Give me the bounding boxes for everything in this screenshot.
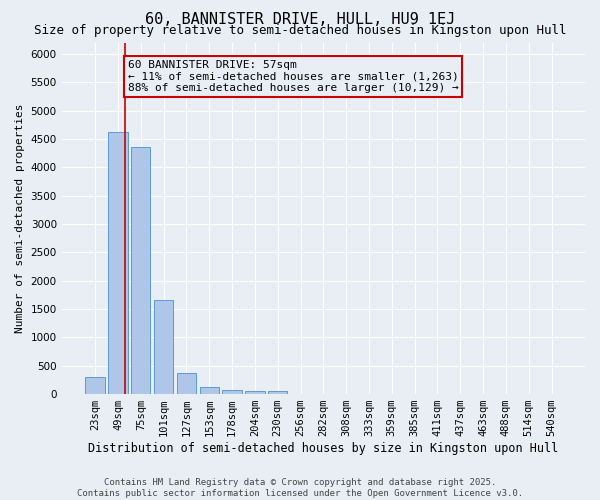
Text: Contains HM Land Registry data © Crown copyright and database right 2025.
Contai: Contains HM Land Registry data © Crown c… [77,478,523,498]
Bar [177,373,196,394]
Bar [85,376,105,394]
Bar [154,300,173,394]
Bar [131,148,151,394]
Text: 60, BANNISTER DRIVE, HULL, HU9 1EJ: 60, BANNISTER DRIVE, HULL, HU9 1EJ [145,12,455,28]
Bar [108,132,128,394]
Bar [245,391,265,394]
Bar [223,390,242,394]
Text: Size of property relative to semi-detached houses in Kingston upon Hull: Size of property relative to semi-detach… [34,24,566,37]
Bar [268,391,287,394]
Text: 60 BANNISTER DRIVE: 57sqm
← 11% of semi-detached houses are smaller (1,263)
88% : 60 BANNISTER DRIVE: 57sqm ← 11% of semi-… [128,60,458,92]
Y-axis label: Number of semi-detached properties: Number of semi-detached properties [15,104,25,333]
Bar [200,388,219,394]
X-axis label: Distribution of semi-detached houses by size in Kingston upon Hull: Distribution of semi-detached houses by … [88,442,559,455]
